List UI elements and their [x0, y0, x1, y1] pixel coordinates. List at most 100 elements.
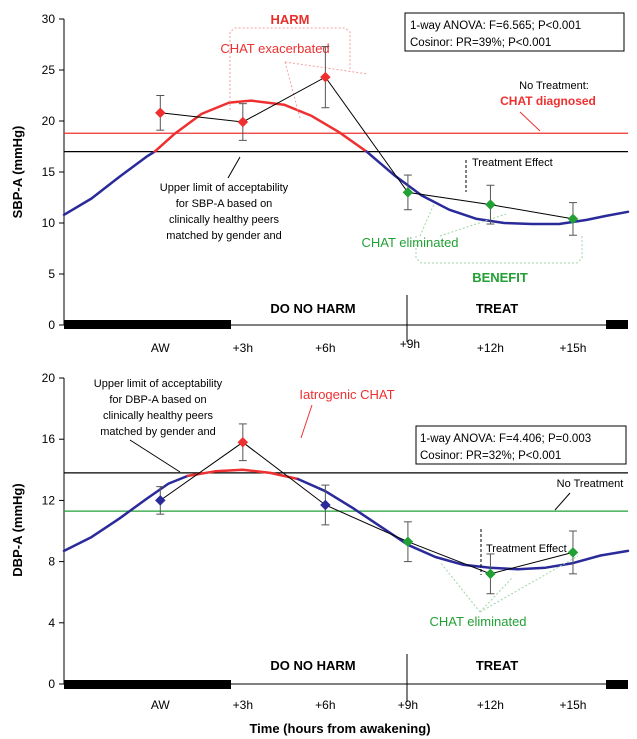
fitted-curve-segment	[153, 99, 368, 153]
data-point	[485, 199, 496, 210]
observed-series	[154, 423, 579, 595]
upper-limit-pointer	[227, 156, 241, 179]
data-point	[237, 116, 249, 128]
upper-limit-line-4: matched by gender and	[100, 426, 216, 438]
y-tick-label: 4	[48, 616, 55, 630]
stats-box	[415, 425, 627, 465]
stats-box	[404, 12, 625, 52]
fitted-curve-segment	[62, 150, 157, 217]
iatrogenic-pointer	[300, 404, 313, 439]
sbp-chart: 0 5 10 15 20 25 30 SBP-A (mmHg) 1-way ANOVA: F…	[10, 12, 630, 355]
no-treatment-pointer	[519, 111, 541, 132]
upper-limit-line-4: matched by gender and	[166, 230, 282, 242]
y-tick-label: 12	[42, 493, 56, 507]
upper-limit-line-1: Upper limit of acceptability	[160, 182, 289, 194]
x-tick-label: +3h	[233, 341, 253, 355]
data-point	[154, 107, 166, 119]
y-tick-label: 25	[42, 63, 56, 77]
stats-cosinor: Cosinor: PR=32%; P<0.001	[420, 450, 561, 462]
exacerbated-pointer-2	[284, 61, 369, 75]
x-tick-label: +15h	[559, 341, 586, 355]
upper-limit-line-1: Upper limit of acceptability	[94, 378, 223, 390]
x-axis-ticks: AW +3h +6h +9h +12h +15h	[151, 337, 587, 355]
y-tick-label: 8	[48, 555, 55, 569]
data-point	[320, 499, 331, 511]
no-treatment-pointer	[554, 492, 571, 511]
x-tick-label: AW	[151, 341, 171, 355]
upper-limit-line-3: clinically healthy peers	[169, 214, 280, 226]
fitted-curve-segment	[365, 150, 630, 226]
x-tick-label: +9h	[398, 698, 418, 712]
eliminated-pointer-2	[439, 213, 507, 237]
x-tick-label: +6h	[315, 341, 335, 355]
x-tick-label: +15h	[559, 698, 586, 712]
treatment-effect-label: Treatment Effect	[472, 157, 553, 169]
y-tick-label: 20	[42, 114, 56, 128]
chat-exacerbated-label: CHAT exacerbated	[220, 41, 329, 56]
treat-label: TREAT	[476, 658, 518, 673]
data-point	[320, 71, 331, 83]
chat-diagnosed-label: CHAT diagnosed	[500, 94, 596, 108]
benefit-label: BENEFIT	[472, 270, 528, 285]
x-tick-label: +12h	[477, 341, 504, 355]
stats-anova: 1-way ANOVA: F=6.565; P<0.001	[410, 20, 581, 32]
fitted-curve	[62, 99, 630, 226]
x-tick-label: AW	[151, 698, 171, 712]
data-point	[237, 436, 249, 448]
x-axis-ticks: AW +3h +6h +9h +12h +15h	[151, 698, 587, 712]
upper-limit-line-3: clinically healthy peers	[103, 410, 214, 422]
eliminated-pointer-2	[479, 577, 513, 613]
upper-limit-pointer	[129, 439, 181, 473]
observed-line	[160, 76, 574, 220]
y-axis-ticks: 0 4 8 12 16 20	[42, 371, 64, 691]
exacerbated-pointer-1	[284, 61, 301, 119]
reference-lines	[64, 132, 628, 153]
data-point	[402, 187, 414, 198]
y-tick-label: 0	[48, 677, 55, 691]
do-no-harm-label: DO NO HARM	[270, 301, 355, 316]
eliminated-pointer-1	[419, 203, 435, 237]
reference-lines	[64, 472, 628, 512]
chat-eliminated-label: CHAT eliminated	[429, 614, 526, 629]
data-point	[154, 495, 166, 506]
treatment-effect-label: Treatment Effect	[486, 543, 567, 555]
y-tick-label: 5	[48, 267, 55, 281]
fitted-curve-segment	[186, 468, 300, 481]
observed-series	[154, 46, 579, 236]
upper-limit-line-2: for SBP-A based on	[176, 198, 273, 210]
x-axis-label: Time (hours from awakening)	[249, 721, 430, 736]
y-axis-label: DBP-A (mmHg)	[10, 483, 25, 576]
data-point	[567, 547, 579, 558]
data-point	[567, 213, 579, 225]
y-tick-label: 15	[42, 165, 56, 179]
harm-bracket	[229, 27, 351, 110]
eliminated-pointer-1	[439, 561, 481, 613]
treat-label: TREAT	[476, 301, 518, 316]
y-tick-label: 0	[48, 318, 55, 332]
y-tick-label: 20	[42, 371, 56, 385]
data-point	[485, 568, 496, 580]
eliminated-pointer-3	[479, 555, 579, 613]
stats-cosinor: Cosinor: PR=39%; P<0.001	[410, 37, 551, 49]
data-point	[402, 536, 414, 548]
y-axis-ticks: 0 5 10 15 20 25 30	[42, 12, 64, 332]
y-axis-label: SBP-A (mmHg)	[10, 126, 25, 219]
fitted-curve-segment	[296, 477, 630, 571]
stats-anova: 1-way ANOVA: F=4.406; P=0.003	[420, 433, 591, 445]
iatrogenic-chat-label: Iatrogenic CHAT	[299, 387, 394, 402]
dbp-chart: 0 4 8 12 16 20 DBP-A (mmHg) 1-way ANOVA: F=4.…	[10, 371, 630, 736]
x-tick-label: +3h	[233, 698, 253, 712]
y-tick-label: 16	[42, 432, 56, 446]
harm-label: HARM	[271, 12, 310, 27]
fitted-curve-segment	[62, 474, 190, 553]
observed-line	[160, 441, 574, 575]
y-tick-label: 10	[42, 216, 56, 230]
chat-eliminated-label: CHAT eliminated	[361, 235, 458, 250]
upper-limit-line-2: for DBP-A based on	[109, 394, 206, 406]
x-tick-label: +12h	[477, 698, 504, 712]
no-treatment-label: No Treatment	[557, 478, 624, 490]
x-tick-label: +9h	[400, 337, 420, 351]
do-no-harm-label: DO NO HARM	[270, 658, 355, 673]
y-tick-label: 30	[42, 12, 56, 26]
